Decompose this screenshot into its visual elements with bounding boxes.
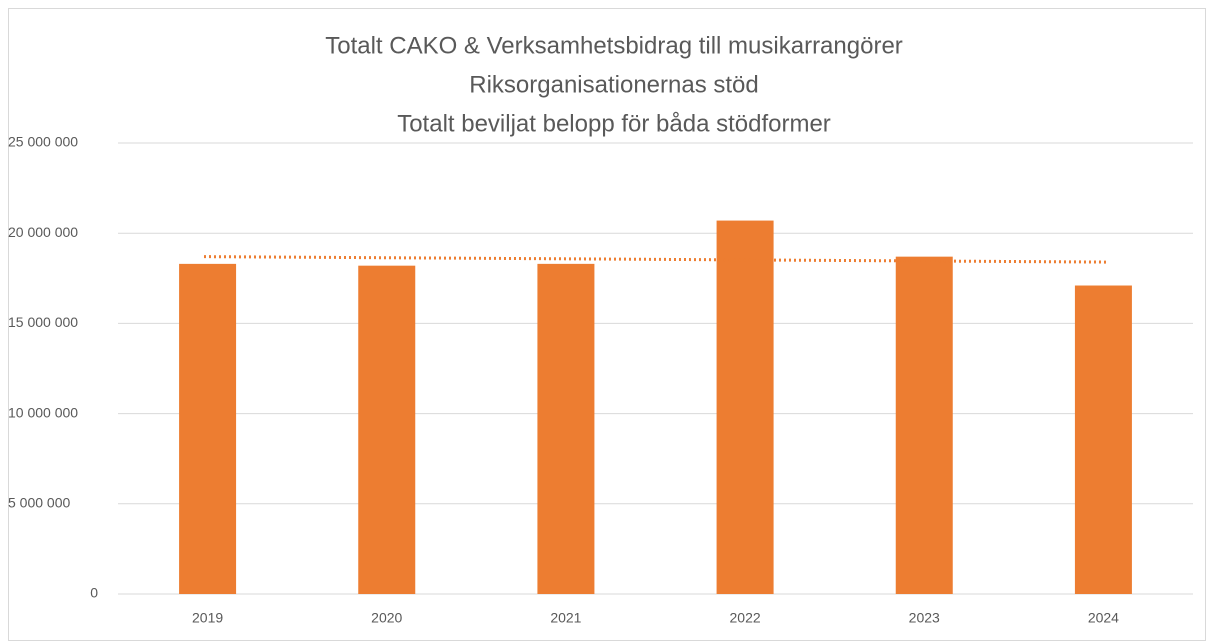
x-tick-label: 2020 [371, 610, 402, 626]
bar [1074, 285, 1132, 594]
x-tick-label: 2023 [909, 610, 940, 626]
chart-title: Totalt beviljat belopp för båda stödform… [397, 110, 831, 137]
chart-title: Riksorganisationernas stöd [469, 71, 759, 98]
bar [358, 265, 416, 594]
bar [537, 263, 595, 594]
x-tick-label: 2019 [192, 610, 223, 626]
bar [716, 220, 774, 594]
bar [895, 256, 953, 594]
x-tick-label: 2021 [550, 610, 581, 626]
chart-title: Totalt CAKO & Verksamhetsbidrag till mus… [325, 32, 903, 59]
y-tick-label: 20 000 000 [8, 224, 78, 240]
x-tick-label: 2024 [1088, 610, 1119, 626]
trendline [203, 255, 1108, 264]
y-tick-label: 5 000 000 [8, 495, 70, 511]
y-tick-label: 25 000 000 [8, 134, 78, 150]
y-tick-label: 0 [90, 585, 98, 601]
y-tick-label: 10 000 000 [8, 404, 78, 420]
y-tick-label: 15 000 000 [8, 314, 78, 330]
bar [179, 263, 237, 594]
x-tick-label: 2022 [730, 610, 761, 626]
